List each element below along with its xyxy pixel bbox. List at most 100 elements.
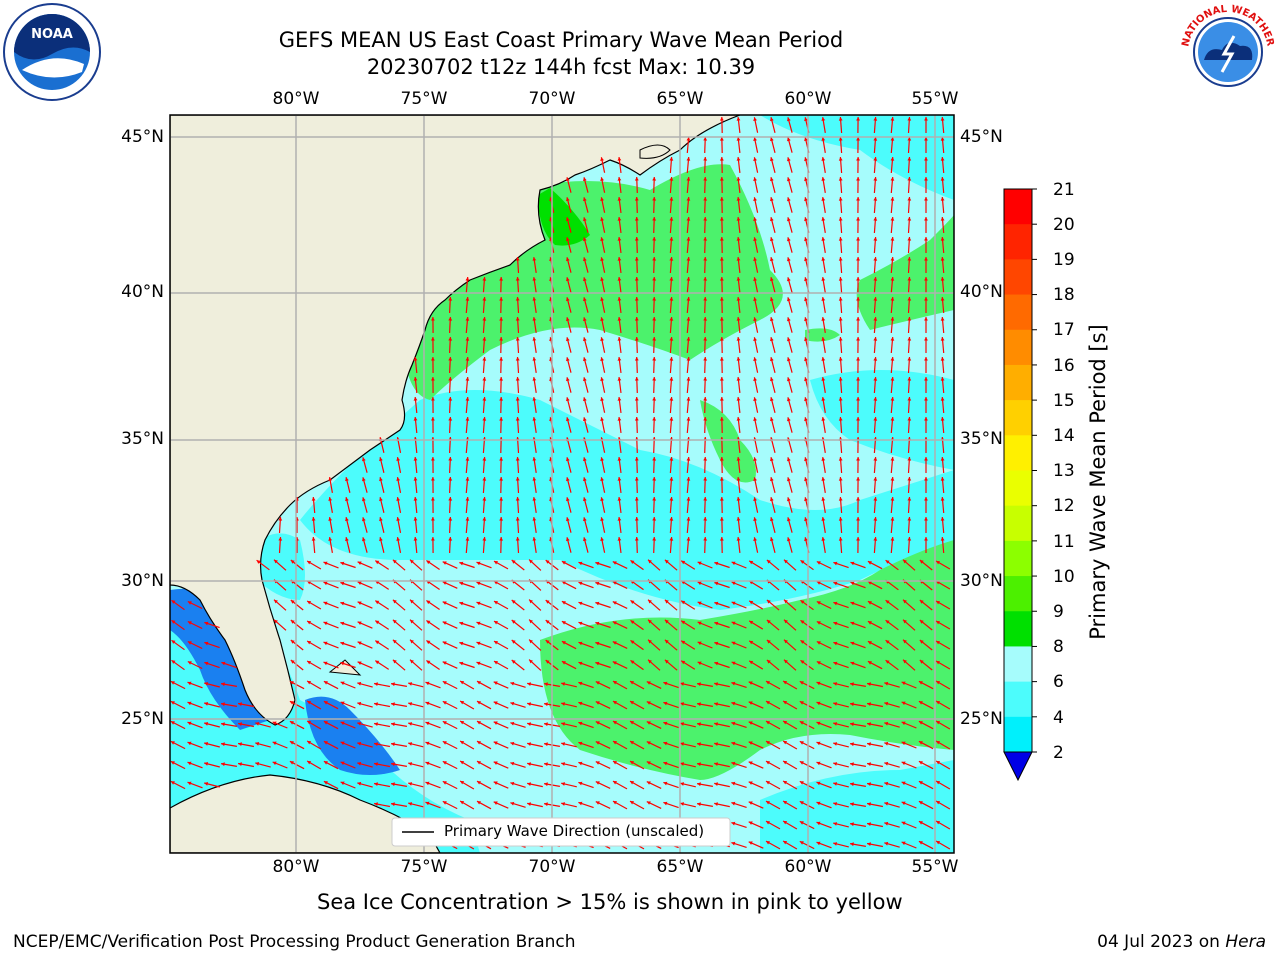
- direction-arrowhead: [442, 721, 447, 725]
- direction-arrowhead: [600, 377, 604, 381]
- direction-arrowhead: [221, 742, 225, 747]
- direction-arrowhead: [499, 457, 503, 461]
- direction-arrowhead: [873, 117, 878, 121]
- direction-arrowhead: [278, 517, 283, 521]
- direction-arrowhead: [770, 497, 774, 502]
- direction-arrowhead: [379, 457, 383, 462]
- direction-arrowhead: [465, 357, 470, 361]
- direction-arrowhead: [850, 581, 855, 586]
- direction-arrowhead: [770, 397, 774, 402]
- direction-arrowhead: [578, 561, 583, 566]
- direction-arrowhead: [566, 477, 570, 482]
- direction-arrowhead: [561, 561, 566, 565]
- direction-arrowhead: [413, 477, 418, 481]
- direction-arrowhead: [600, 257, 604, 261]
- direction-arrowhead: [595, 601, 600, 606]
- direction-arrowhead: [413, 377, 418, 381]
- direction-arrowhead: [766, 639, 771, 644]
- colorbar-tick: 2: [1053, 743, 1064, 763]
- direction-arrowhead: [566, 257, 570, 262]
- direction-arrowhead: [307, 561, 312, 565]
- direction-arrowhead: [204, 742, 209, 746]
- direction-arrowhead: [583, 357, 587, 362]
- direction-arrowhead: [669, 217, 674, 221]
- direction-arrowhead: [431, 337, 435, 341]
- direction-arrowhead: [652, 177, 657, 181]
- wave-direction-arrows: [170, 116, 951, 850]
- direction-arrowhead: [719, 277, 724, 281]
- direction-arrowhead: [652, 397, 657, 401]
- direction-arrowhead: [833, 722, 838, 726]
- direction-arrowhead: [566, 237, 570, 242]
- direction-arrowhead: [431, 397, 435, 401]
- direction-arrowhead: [703, 177, 708, 181]
- direction-arrowhead: [664, 599, 669, 604]
- direction-arrowhead: [482, 497, 487, 501]
- colorbar-tick: 12: [1053, 496, 1075, 516]
- lon-tick-top: 75°W: [400, 89, 448, 109]
- direction-arrowhead: [833, 621, 838, 626]
- direction-arrowhead: [686, 457, 691, 461]
- direction-arrowhead: [901, 761, 906, 766]
- direction-arrowhead: [703, 457, 708, 461]
- direction-arrowhead: [340, 741, 345, 746]
- direction-arrowhead: [838, 277, 843, 281]
- direction-arrowhead: [918, 801, 923, 805]
- lat-tick-left: 25°N: [121, 709, 164, 729]
- direction-arrowhead: [221, 702, 225, 707]
- direction-arrowhead: [375, 620, 380, 625]
- direction-arrowhead: [867, 561, 872, 565]
- direction-arrowhead: [924, 217, 928, 221]
- direction-arrowhead: [936, 701, 941, 705]
- direction-arrowhead: [511, 600, 516, 604]
- direction-arrowhead: [391, 682, 395, 687]
- direction-arrowhead: [413, 537, 418, 541]
- direction-arrowhead: [804, 377, 808, 382]
- noaa-logo: NOAA: [2, 2, 102, 102]
- direction-arrowhead: [600, 417, 604, 421]
- direction-arrowhead: [719, 457, 724, 461]
- direction-arrowhead: [901, 821, 906, 826]
- direction-arrowhead: [442, 741, 447, 745]
- direction-arrowhead: [686, 237, 691, 241]
- direction-arrowhead: [595, 621, 600, 626]
- direction-arrowhead: [583, 257, 587, 262]
- colorbar-segment: [1004, 364, 1032, 401]
- direction-arrowhead: [652, 317, 657, 321]
- direction-arrowhead: [413, 457, 418, 461]
- direction-arrowhead: [600, 197, 604, 201]
- direction-arrowhead: [890, 177, 895, 181]
- direction-arrowhead: [799, 781, 804, 785]
- direction-arrowhead: [617, 197, 622, 201]
- direction-arrowhead: [731, 701, 736, 706]
- direction-arrowhead: [465, 457, 470, 461]
- direction-arrowhead: [391, 762, 395, 767]
- direction-arrowhead: [719, 257, 724, 261]
- nws-logo: NATIONAL WEATHER SERVICE: [1174, 0, 1278, 102]
- direction-arrowhead: [736, 297, 741, 301]
- direction-arrowhead: [410, 619, 414, 624]
- direction-arrowhead: [460, 781, 465, 785]
- direction-arrowhead: [770, 217, 774, 222]
- lon-tick-top: 80°W: [272, 89, 320, 109]
- direction-arrowhead: [669, 277, 674, 281]
- direction-arrowhead: [307, 601, 312, 605]
- direction-arrowhead: [924, 297, 928, 301]
- direction-arrowhead: [392, 639, 397, 644]
- direction-arrowhead: [595, 661, 600, 666]
- direction-arrowhead: [515, 257, 520, 261]
- direction-arrowhead: [686, 197, 691, 201]
- direction-arrowhead: [753, 517, 757, 521]
- direction-arrowhead: [515, 377, 520, 381]
- direction-arrowhead: [719, 517, 724, 521]
- colorbar-segment: [1004, 576, 1032, 612]
- direction-arrowhead: [804, 117, 808, 122]
- direction-arrowhead: [529, 559, 533, 564]
- colorbar-segment: [1004, 716, 1032, 753]
- direction-arrowhead: [482, 277, 487, 281]
- direction-arrowhead: [719, 397, 724, 401]
- direction-arrowhead: [770, 257, 774, 262]
- direction-arrowhead: [770, 237, 774, 242]
- direction-arrowhead: [736, 217, 741, 221]
- direction-arrowhead: [652, 377, 657, 381]
